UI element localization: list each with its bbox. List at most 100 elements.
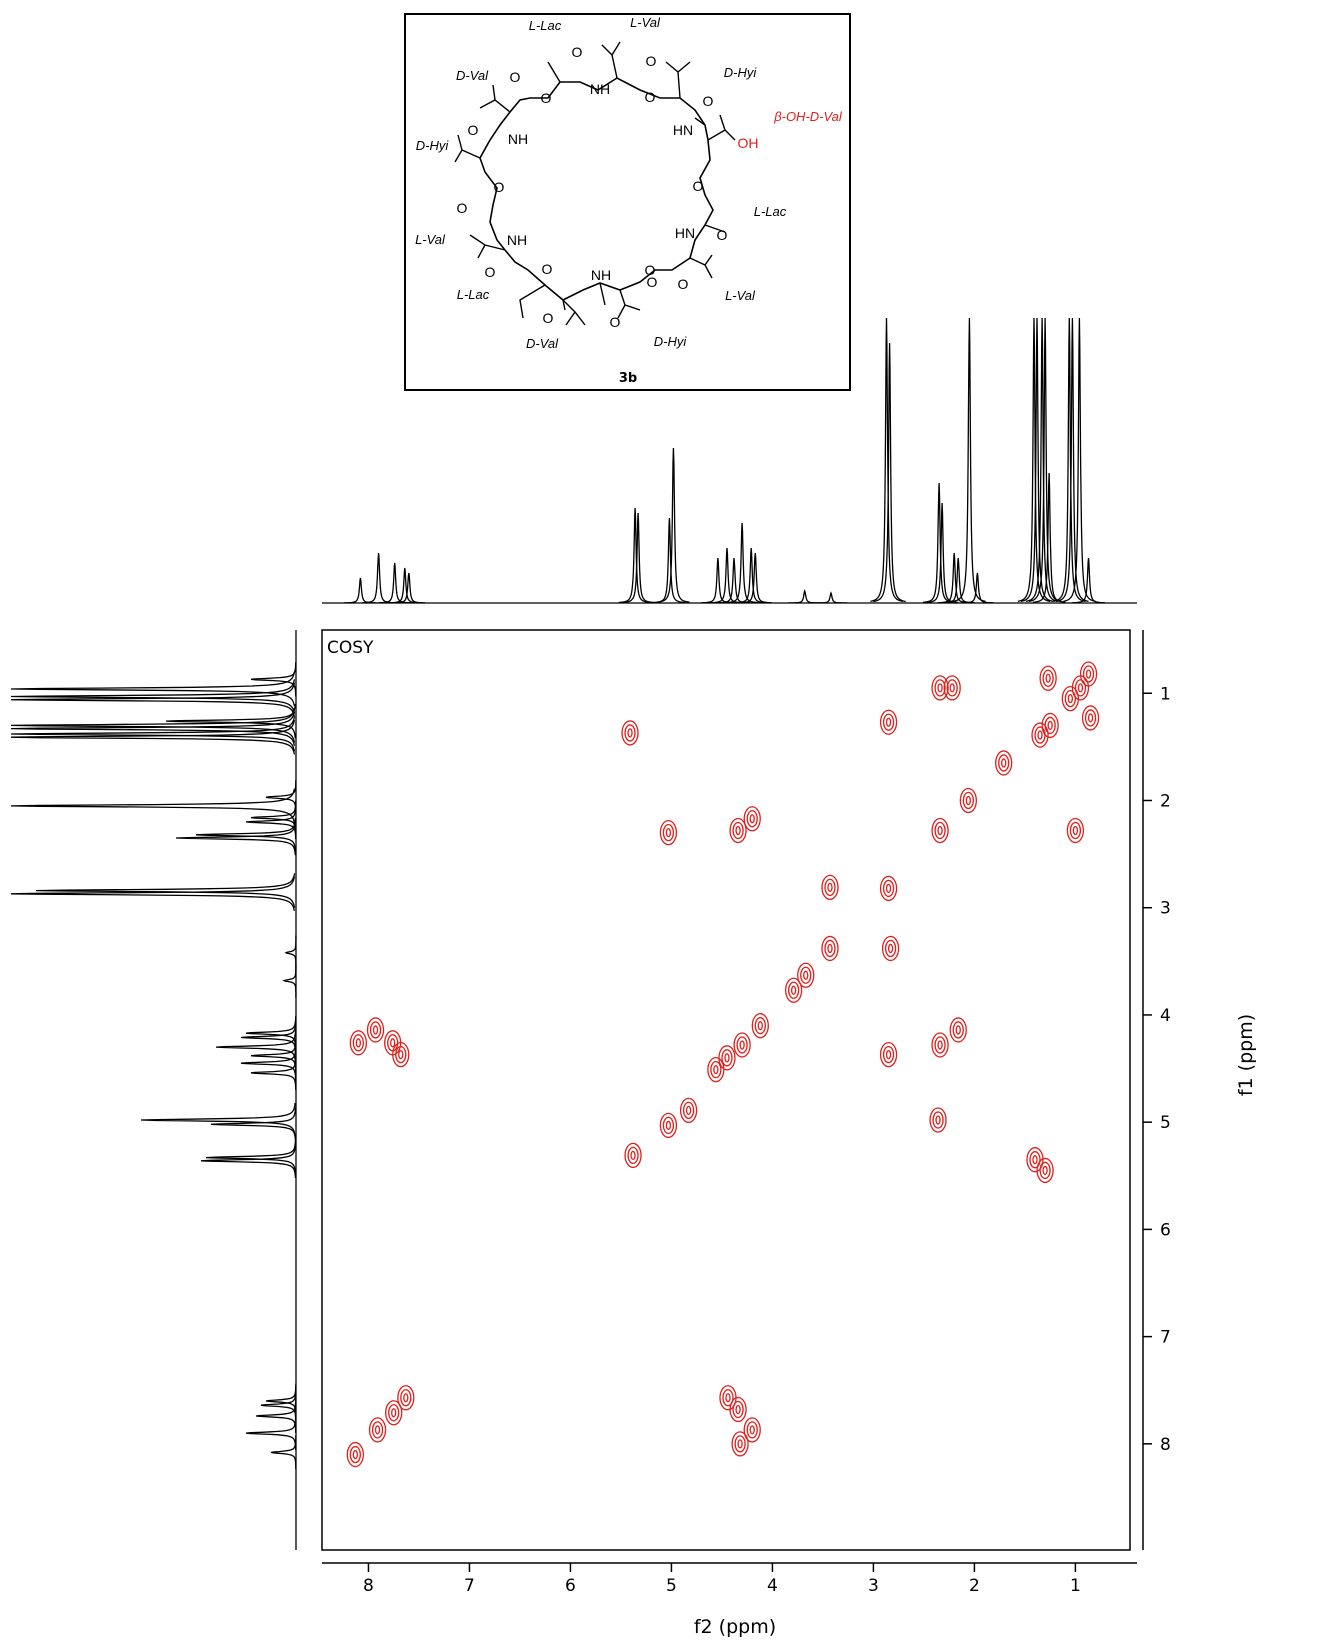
projection-peak	[245, 1016, 297, 1051]
contour	[682, 1101, 695, 1120]
contour	[349, 1030, 368, 1056]
cross-peak	[929, 1107, 947, 1133]
atom-label: O	[572, 44, 583, 60]
projection-peak	[265, 1383, 297, 1419]
cross-peak	[821, 874, 839, 900]
contour	[734, 1435, 746, 1453]
cross-peak	[879, 709, 898, 735]
cross-peak	[1079, 661, 1098, 687]
contour	[395, 1045, 407, 1064]
contour	[790, 985, 797, 995]
ring-skeleton	[479, 77, 714, 301]
cross-peak	[385, 1400, 403, 1426]
contour	[1085, 669, 1092, 679]
contour	[349, 1445, 361, 1464]
contour	[1041, 712, 1059, 739]
contour	[718, 1045, 736, 1071]
y-tick-label: 1	[1160, 684, 1171, 704]
cross-peak	[659, 820, 678, 846]
cross-peak	[1036, 1157, 1054, 1184]
cross-peak	[392, 1041, 410, 1068]
contour	[374, 1425, 381, 1435]
contour	[665, 1120, 672, 1131]
projection-peak	[1056, 317, 1089, 603]
atom-label: O	[645, 262, 656, 278]
atom-label: O	[678, 276, 689, 292]
contour	[1039, 665, 1057, 691]
contour	[998, 754, 1010, 772]
projection-peak	[701, 557, 734, 604]
x-tick-label: 3	[868, 1576, 879, 1596]
contour	[879, 875, 898, 902]
cross-peak	[784, 977, 803, 1003]
residue-label: D-Hyi	[654, 334, 688, 349]
atom-label: O	[543, 310, 554, 326]
projection-peak	[378, 562, 411, 604]
contour	[1034, 726, 1046, 744]
experiment-label: COSY	[327, 638, 374, 658]
contour	[885, 1049, 892, 1060]
atom-label: O	[717, 227, 728, 243]
contour	[952, 1021, 964, 1039]
atom-label: O	[542, 261, 553, 277]
contour	[659, 1112, 678, 1139]
contour	[369, 1021, 382, 1039]
cross-peak	[943, 675, 961, 701]
projection-peak	[1017, 317, 1051, 603]
contour	[749, 1425, 755, 1435]
contour	[934, 1036, 946, 1054]
contour	[621, 720, 639, 746]
contour	[732, 1400, 744, 1419]
projection-peak	[250, 1038, 297, 1073]
residue-label: D-Val	[526, 336, 559, 351]
cross-peak	[931, 1032, 949, 1058]
structure-inset: L-Lac L-Val D-Val D-Hyi β-OH-D-Val D-Hyi…	[404, 13, 851, 391]
residue-label: D-Hyi	[724, 65, 758, 80]
residue-label: D-Hyi	[416, 138, 450, 153]
contour	[1074, 679, 1087, 697]
contour	[882, 1045, 895, 1064]
cross-peak	[1066, 817, 1085, 844]
cross-peak	[1081, 705, 1100, 731]
x-tick-label: 2	[969, 1576, 980, 1596]
x-tick-label: 4	[767, 1576, 778, 1596]
cross-peak	[881, 935, 900, 962]
contour	[1039, 1161, 1051, 1180]
contour	[746, 1421, 758, 1439]
projection-peak	[10, 679, 296, 714]
residue-label: β-OH-D-Val	[773, 109, 843, 124]
contour	[662, 1116, 675, 1135]
y-axis-label: f1 (ppm)	[1235, 1014, 1257, 1096]
contour	[733, 1032, 751, 1058]
contour	[754, 1017, 766, 1035]
contour	[949, 1017, 967, 1043]
contour	[737, 1439, 743, 1449]
contour	[937, 683, 943, 693]
projection-peak	[270, 1435, 297, 1470]
contour	[931, 817, 949, 844]
projection-peak	[621, 512, 655, 604]
contour	[1069, 821, 1082, 840]
projection-peak	[814, 591, 848, 604]
contour	[735, 825, 741, 836]
contour	[665, 828, 672, 838]
contour	[1044, 716, 1056, 735]
contour	[1031, 722, 1049, 748]
atom-label: NH	[508, 131, 528, 147]
projection-peak	[1063, 317, 1096, 603]
y-tick-label: 2	[1160, 791, 1171, 811]
contour	[885, 717, 892, 727]
contour	[627, 728, 633, 738]
cross-peak	[743, 806, 761, 832]
contour	[391, 1408, 397, 1418]
projection-peak	[788, 588, 821, 604]
contour	[388, 1404, 400, 1422]
contour	[746, 810, 758, 828]
contour	[879, 709, 898, 735]
contour	[931, 675, 949, 701]
contour	[751, 1013, 769, 1039]
projection-peak	[10, 682, 296, 718]
contour	[881, 935, 900, 962]
contour	[385, 1400, 403, 1426]
cross-peak	[1031, 722, 1049, 748]
